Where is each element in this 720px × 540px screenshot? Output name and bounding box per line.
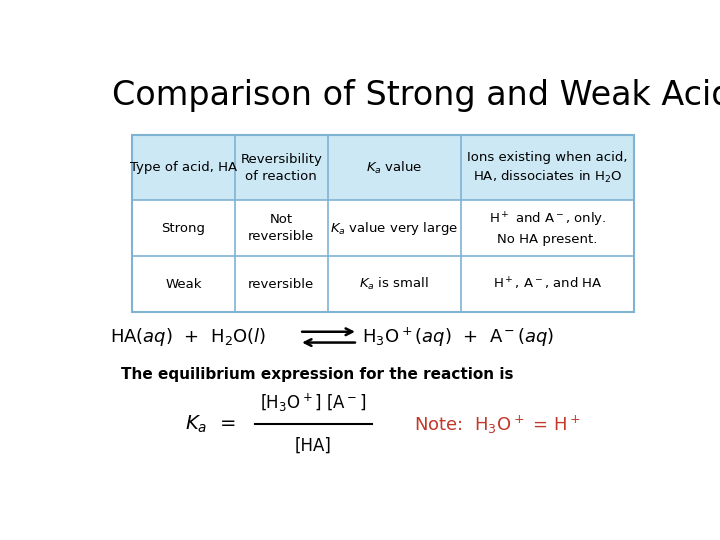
- Text: Ions existing when acid,
HA, dissociates in H$_2$O: Ions existing when acid, HA, dissociates…: [467, 151, 628, 185]
- Text: Type of acid, HA: Type of acid, HA: [130, 161, 237, 174]
- Text: $\mathit{K}_a$ value very large: $\mathit{K}_a$ value very large: [330, 219, 458, 237]
- Text: reversible: reversible: [248, 278, 315, 291]
- Text: [HA]: [HA]: [294, 437, 332, 455]
- Text: [H$_3$O$^+$] [A$^-$]: [H$_3$O$^+$] [A$^-$]: [260, 392, 366, 414]
- Text: H$_3$O$^+$($aq$)  +  A$^-$($aq$): H$_3$O$^+$($aq$) + A$^-$($aq$): [362, 326, 554, 349]
- Text: Reversibility
of reaction: Reversibility of reaction: [240, 153, 322, 183]
- Bar: [132, 136, 634, 200]
- Text: Note:  H$_3$O$^+$ = H$^+$: Note: H$_3$O$^+$ = H$^+$: [414, 413, 580, 436]
- Text: $\mathit{K}_a$ is small: $\mathit{K}_a$ is small: [359, 276, 429, 292]
- Bar: [132, 200, 634, 256]
- Text: $\mathit{K}_a$ value: $\mathit{K}_a$ value: [366, 160, 423, 176]
- Text: The equilibrium expression for the reaction is: The equilibrium expression for the react…: [121, 367, 513, 382]
- Text: $\mathit{K}_a$  =: $\mathit{K}_a$ =: [185, 414, 235, 435]
- Bar: [132, 136, 634, 312]
- Text: H$^+$ and A$^-$, only.
No HA present.: H$^+$ and A$^-$, only. No HA present.: [489, 211, 606, 246]
- Text: Weak: Weak: [165, 278, 202, 291]
- Text: H$^+$, A$^-$, and HA: H$^+$, A$^-$, and HA: [492, 276, 602, 292]
- Text: HA($aq$)  +  H$_2$O($l$): HA($aq$) + H$_2$O($l$): [109, 326, 266, 348]
- Bar: [132, 256, 634, 312]
- Text: Strong: Strong: [161, 221, 205, 234]
- Text: Not
reversible: Not reversible: [248, 213, 315, 243]
- Text: Comparison of Strong and Weak Acids: Comparison of Strong and Weak Acids: [112, 79, 720, 112]
